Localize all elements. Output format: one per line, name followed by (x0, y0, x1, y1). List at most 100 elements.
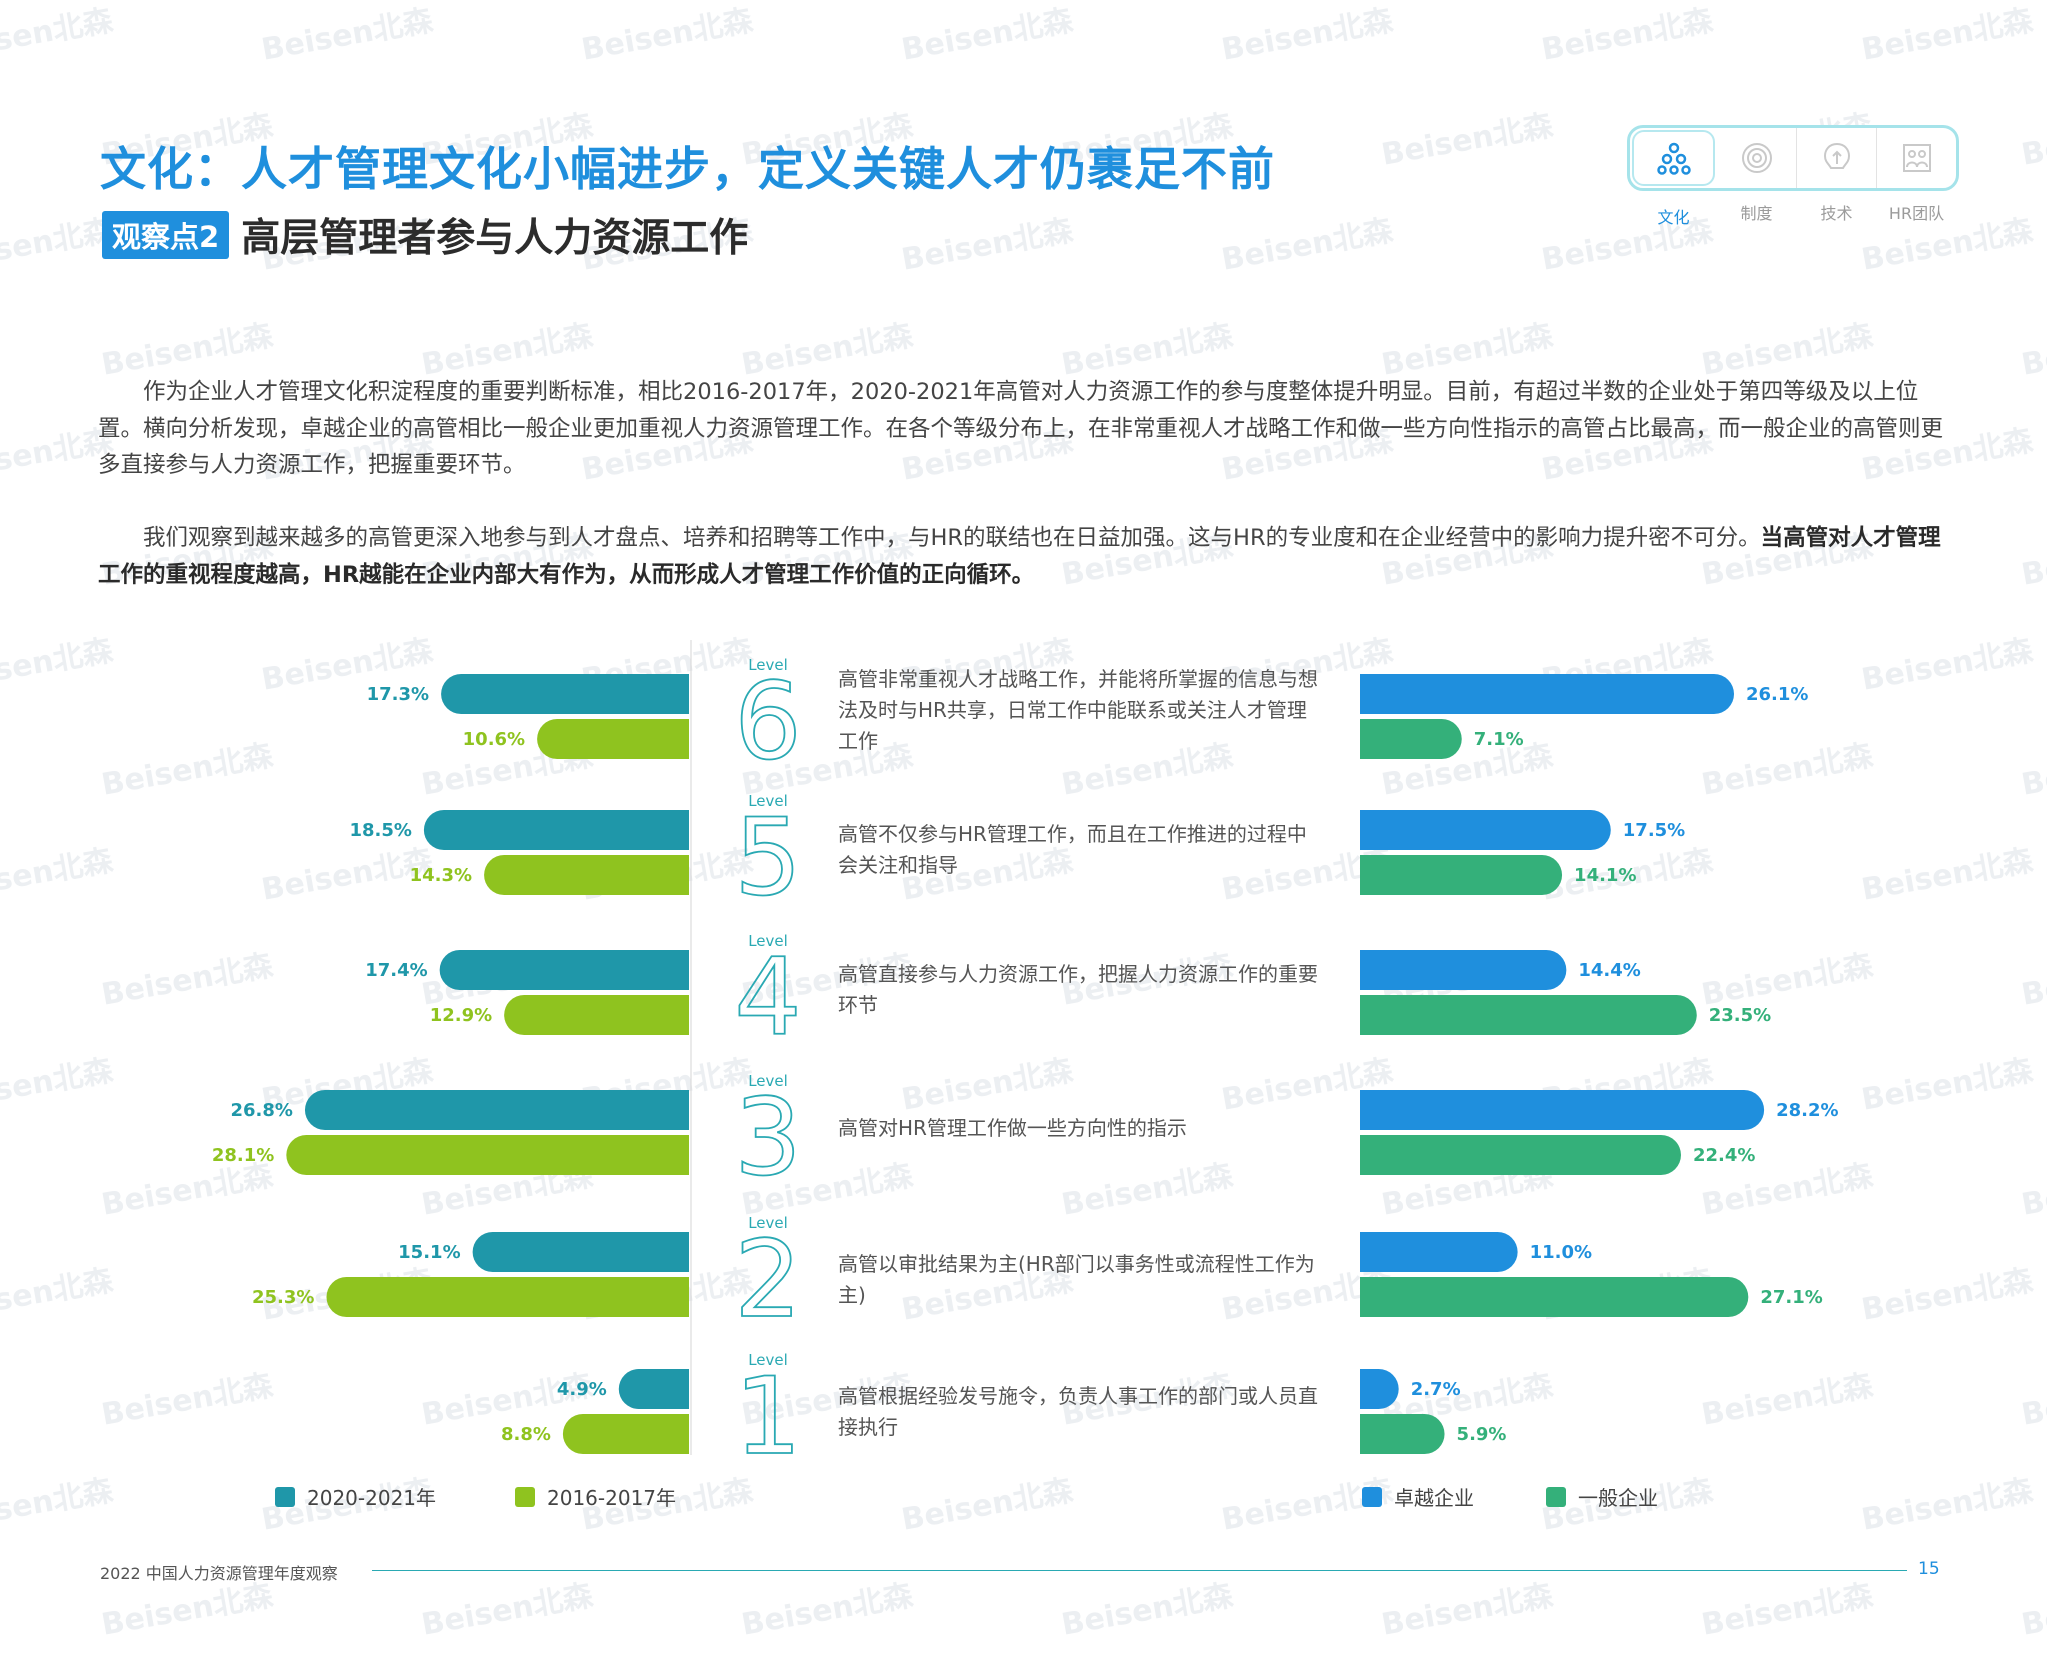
level-6-description: 高管非常重视人才战略工作，并能将所掌握的信息与想法及时与HR共享，日常工作中能联… (838, 667, 1318, 753)
page-number: 15 (1918, 1559, 1940, 1579)
left-bar-2016 (537, 719, 689, 759)
section-nav: 文化 制度 技术 HR团队 (1627, 125, 1959, 227)
right-bar-general (1360, 719, 1462, 759)
right-bar-value-label: 17.5% (1623, 820, 1685, 841)
left-bar-2020 (304, 1090, 689, 1130)
page-title: 文化：人才管理文化小幅进步，定义关键人才仍裹足不前 (100, 142, 1275, 196)
left-bar-value-label: 8.8% (501, 1424, 551, 1445)
legend-left-2016: 2016-2017年 (515, 1482, 676, 1511)
right-bar-general (1360, 855, 1563, 895)
legend-swatch-2016 (515, 1486, 535, 1507)
subtitle-row: 观察点2 高层管理者参与人力资源工作 (102, 211, 748, 261)
nav-label-technology: 技术 (1820, 204, 1853, 223)
level-number: 4 (734, 936, 801, 1059)
nav-item-system[interactable]: 制度 (1717, 128, 1797, 223)
right-bar-excellent (1360, 1232, 1518, 1272)
left-bar-value-label: 28.1% (212, 1145, 274, 1166)
hr-team-icon (1902, 144, 1931, 172)
left-bar-2020 (423, 810, 689, 850)
right-bar-excellent (1360, 674, 1735, 714)
footer-report-title: 2022 中国人力资源管理年度观察 (100, 1564, 338, 1583)
right-bar-excellent (1360, 1090, 1765, 1130)
left-bar-2016 (484, 855, 689, 895)
legend-swatch-excellent (1362, 1486, 1382, 1507)
legend-left-2020: 2020-2021年 (275, 1482, 436, 1511)
observation-badge: 观察点2 (102, 211, 230, 259)
level-number: 5 (734, 796, 801, 919)
left-bar-2016 (562, 1414, 689, 1454)
level-number: 6 (734, 660, 801, 783)
left-bar-value-label: 14.3% (410, 865, 472, 886)
left-bar-2016 (326, 1277, 689, 1317)
right-bar-general (1360, 995, 1697, 1035)
legend-label-2016: 2016-2017年 (547, 1486, 677, 1510)
left-bar-value-label: 12.9% (430, 1005, 492, 1026)
intro-paragraph: 作为企业人才管理文化积淀程度的重要判断标准，相比2016-2017年，2020-… (98, 374, 1953, 484)
left-bar-2020 (472, 1232, 689, 1272)
insight-paragraph-bold: 当高管对人才管理工作的重视程度越高，HR越能在企业内部大有作为，从而形成人才管理… (98, 525, 1941, 588)
right-bar-excellent (1360, 810, 1611, 850)
technology-icon (1823, 142, 1850, 169)
left-bar-value-label: 26.8% (231, 1100, 293, 1121)
level-4-description: 高管直接参与人力资源工作，把握人力资源工作的重要环节 (838, 962, 1318, 1017)
right-bar-value-label: 26.1% (1746, 684, 1808, 705)
level-2-description: 高管以审批结果为主(HR部门以事务性或流程性工作为主) (838, 1252, 1315, 1307)
right-bar-excellent (1360, 1369, 1399, 1409)
nav-item-hr-team[interactable]: HR团队 (1877, 128, 1956, 223)
right-bar-value-label: 11.0% (1530, 1242, 1592, 1263)
right-bar-value-label: 7.1% (1474, 729, 1524, 750)
level-word-label: Level (748, 1072, 788, 1090)
left-bar-value-label: 17.4% (365, 960, 427, 981)
level-number: 1 (734, 1355, 801, 1478)
intro-paragraph-text: 作为企业人才管理文化积淀程度的重要判断标准，相比2016-2017年，2020-… (98, 379, 1944, 478)
level-word-label: Level (748, 1214, 788, 1232)
right-bar-value-label: 22.4% (1693, 1145, 1755, 1166)
left-bar-value-label: 10.6% (463, 729, 525, 750)
level-number: 2 (734, 1218, 801, 1341)
right-bar-value-label: 14.1% (1574, 865, 1636, 886)
section-subtitle: 高层管理者参与人力资源工作 (241, 216, 749, 261)
right-bar-general (1360, 1135, 1681, 1175)
left-bar-2020 (439, 950, 689, 990)
left-bar-2016 (286, 1135, 689, 1175)
level-word-label: Level (748, 792, 788, 810)
nav-item-culture[interactable]: 文化 (1632, 130, 1715, 227)
right-bar-excellent (1360, 950, 1567, 990)
nav-label-culture: 文化 (1657, 208, 1690, 227)
left-bar-value-label: 17.3% (367, 684, 429, 705)
insight-paragraph: 我们观察到越来越多的高管更深入地参与到人才盘点、培养和招聘等工作中，与HR的联结… (98, 520, 1953, 593)
culture-icon (1656, 142, 1691, 175)
legend-label-general: 一般企业 (1578, 1486, 1658, 1510)
level-word-label: Level (748, 1351, 788, 1369)
left-bar-2016 (504, 995, 689, 1035)
footer-divider (372, 1570, 1907, 1571)
legend-swatch-general (1546, 1486, 1566, 1507)
legend-right-general: 一般企业 (1546, 1482, 1658, 1511)
insight-paragraph-text: 我们观察到越来越多的高管更深入地参与到人才盘点、培养和招聘等工作中，与HR的联结… (143, 525, 1761, 551)
level-3-description: 高管对HR管理工作做一些方向性的指示 (838, 1116, 1187, 1140)
left-bar-value-label: 4.9% (557, 1379, 607, 1400)
right-bar-general (1360, 1277, 1749, 1317)
left-bar-value-label: 25.3% (252, 1287, 314, 1308)
right-bar-value-label: 27.1% (1760, 1287, 1822, 1308)
right-bar-general (1360, 1414, 1445, 1454)
level-1-description: 高管根据经验发号施令，负责人事工作的部门或人员直接执行 (838, 1384, 1318, 1439)
left-bar-2020 (441, 674, 689, 714)
right-bar-value-label: 2.7% (1411, 1379, 1461, 1400)
right-bar-value-label: 5.9% (1457, 1424, 1507, 1445)
level-word-label: Level (748, 932, 788, 950)
nav-label-hr-team: HR团队 (1888, 204, 1945, 223)
level-word-label: Level (748, 656, 788, 674)
right-bar-value-label: 14.4% (1578, 960, 1640, 981)
legend-label-2020: 2020-2021年 (307, 1486, 437, 1510)
nav-label-system: 制度 (1740, 204, 1773, 223)
nav-item-technology[interactable]: 技术 (1797, 128, 1877, 223)
system-icon (1741, 143, 1772, 173)
left-bar-2020 (618, 1369, 689, 1409)
right-bar-value-label: 28.2% (1776, 1100, 1838, 1121)
left-bar-value-label: 15.1% (398, 1242, 460, 1263)
legend-right-excellent: 卓越企业 (1362, 1482, 1474, 1511)
legend-label-excellent: 卓越企业 (1394, 1486, 1474, 1510)
